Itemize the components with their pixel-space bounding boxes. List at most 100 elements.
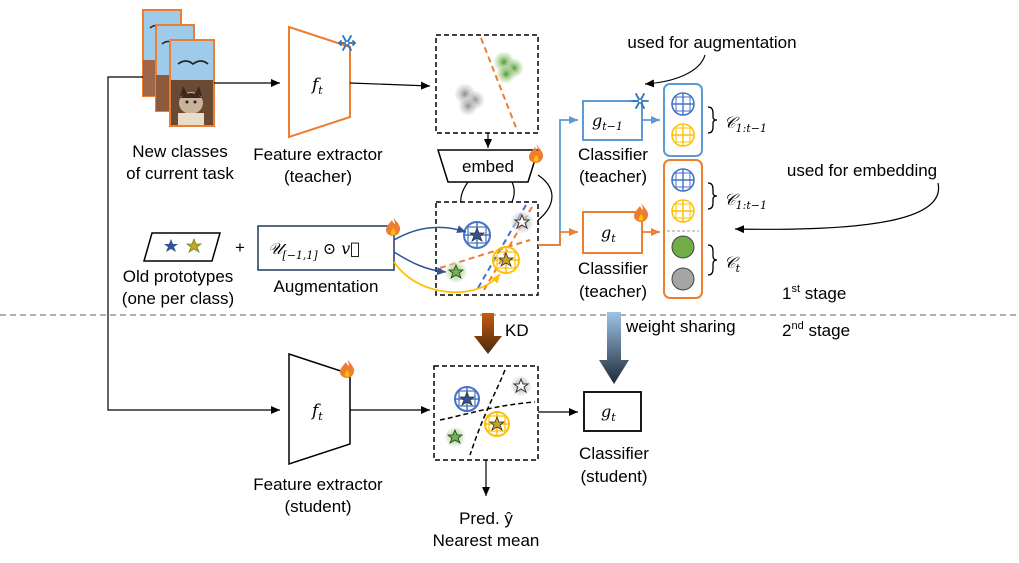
star-icon (446, 428, 464, 444)
star-icon (447, 263, 465, 279)
old-class-outputs (663, 83, 703, 157)
augmentation-box: 𝒰[−1,1] ⊙ v⃗ (257, 225, 395, 271)
arrow-augment-blue (393, 225, 467, 241)
old-classifier-box: gt−1 (582, 100, 643, 141)
star-icon (458, 390, 476, 406)
star-icon (513, 213, 531, 230)
old-prototypes-label-line1: Old prototypes (123, 267, 234, 286)
kd-label: KD (505, 321, 529, 340)
student-feature-extractor: ft (288, 352, 351, 466)
prototype-feature-space (435, 201, 539, 296)
gray-class-cluster (455, 84, 484, 115)
teacher-feature-space (435, 34, 539, 134)
classifier-teacher-bottom-label-line2: (teacher) (579, 282, 647, 301)
arrow-to-old-classifier (538, 116, 578, 246)
student-extractor-label-line2: (student) (284, 497, 351, 516)
weight-sharing-arrow (599, 312, 629, 384)
fire-icon (386, 217, 401, 236)
yellow-prototype (492, 246, 520, 274)
arrow-used-for-augmentation (644, 54, 706, 88)
yellow-class-node (671, 199, 695, 223)
student-classifier-box: gt (583, 391, 642, 432)
fire-icon (634, 203, 649, 222)
second-stage-label: 2nd stage (782, 320, 850, 340)
input-image-front (169, 39, 215, 127)
new-classifier-box: gt (582, 211, 643, 254)
arrow-teacher-to-features (349, 81, 431, 90)
teacher-extractor-label-line2: (teacher) (284, 167, 352, 186)
snowflake-icon (631, 93, 649, 109)
brace-old-classes (707, 182, 718, 210)
classifier-teacher-bottom-label-line1: Classifier (578, 259, 648, 278)
kd-arrow (474, 313, 502, 354)
green-prototype (445, 261, 467, 283)
cat-icon (178, 86, 204, 125)
new-classes-label-line2: of current task (126, 164, 234, 183)
decision-boundary (480, 37, 518, 131)
augmentation-label: Augmentation (274, 277, 379, 296)
teacher-f-symbol: ft (310, 75, 323, 97)
student-extractor-label-line1: Feature extractor (253, 475, 383, 494)
yellow-class-node (671, 123, 695, 147)
classifier-teacher-top-label-line2: (teacher) (579, 167, 647, 186)
green-prototype (445, 427, 465, 447)
blue-class-node (671, 168, 695, 192)
gray-prototype (511, 376, 531, 396)
prediction-label-line2: Nearest mean (433, 531, 540, 550)
all-class-outputs (663, 159, 703, 299)
embed-block: embed (436, 149, 540, 183)
teacher-extractor-label-line1: Feature extractor (253, 145, 383, 164)
new-classes-label-line1: New classes (132, 142, 227, 161)
classifier-teacher-top-label-line1: Classifier (578, 145, 648, 164)
yellow-prototype (484, 411, 510, 437)
old-classifier-symbol: gt−1 (592, 111, 623, 133)
snowflake-icon (338, 35, 356, 51)
old-prototypes (143, 232, 221, 262)
green-class-node (671, 235, 695, 259)
blue-prototype (463, 221, 491, 249)
star-icon (512, 377, 530, 394)
blue-class-node (671, 92, 695, 116)
student-classifier-symbol: gt (601, 402, 616, 424)
student-feature-space (433, 365, 539, 461)
decision-boundary (439, 401, 536, 421)
classifier-student-label-line1: Classifier (579, 444, 649, 463)
bird-icon (177, 60, 209, 66)
new-classes-set-symbol: 𝒞t (724, 253, 741, 275)
student-f-symbol: ft (310, 401, 323, 423)
star-icon (488, 415, 506, 431)
plus-sign: + (235, 238, 245, 257)
input-image-stack (142, 9, 215, 127)
decision-boundary (477, 204, 527, 289)
arrow-augment-yellow (393, 261, 501, 293)
blue-prototype (454, 386, 480, 412)
green-class-cluster (494, 52, 523, 83)
arrow-used-for-embedding (734, 182, 940, 234)
teacher-feature-extractor: ft (288, 25, 351, 139)
fire-icon (529, 144, 544, 163)
first-stage-label: 1st stage (782, 283, 846, 303)
augmentation-formula: 𝒰[−1,1] ⊙ v⃗ (268, 239, 360, 262)
old-prototypes-label-line2: (one per class) (122, 289, 234, 308)
arrow-images-to-student (107, 76, 280, 414)
fire-icon (340, 359, 355, 378)
brace-new-classes (707, 244, 718, 276)
prediction-label-line1: Pred. ŷ (459, 509, 513, 528)
gray-prototype (511, 211, 533, 233)
star-icon (185, 237, 203, 253)
star-icon (497, 251, 515, 267)
star-icon (468, 226, 486, 242)
arrow-augment-green (393, 251, 447, 276)
new-classifier-symbol: gt (601, 223, 616, 245)
old-classes-set-symbol: 𝒞1:t−1 (724, 113, 767, 135)
embed-label: embed (462, 157, 514, 176)
used-for-embedding-label: used for embedding (787, 161, 937, 180)
weight-sharing-label: weight sharing (625, 317, 736, 336)
classifier-student-label-line2: (student) (580, 467, 647, 486)
arrow-to-new-classifier (538, 228, 578, 246)
old-classes-set-symbol: 𝒞1:t−1 (724, 190, 767, 212)
brace-old-classes (707, 106, 718, 134)
star-icon (164, 239, 178, 252)
used-for-augmentation-label: used for augmentation (627, 33, 796, 52)
